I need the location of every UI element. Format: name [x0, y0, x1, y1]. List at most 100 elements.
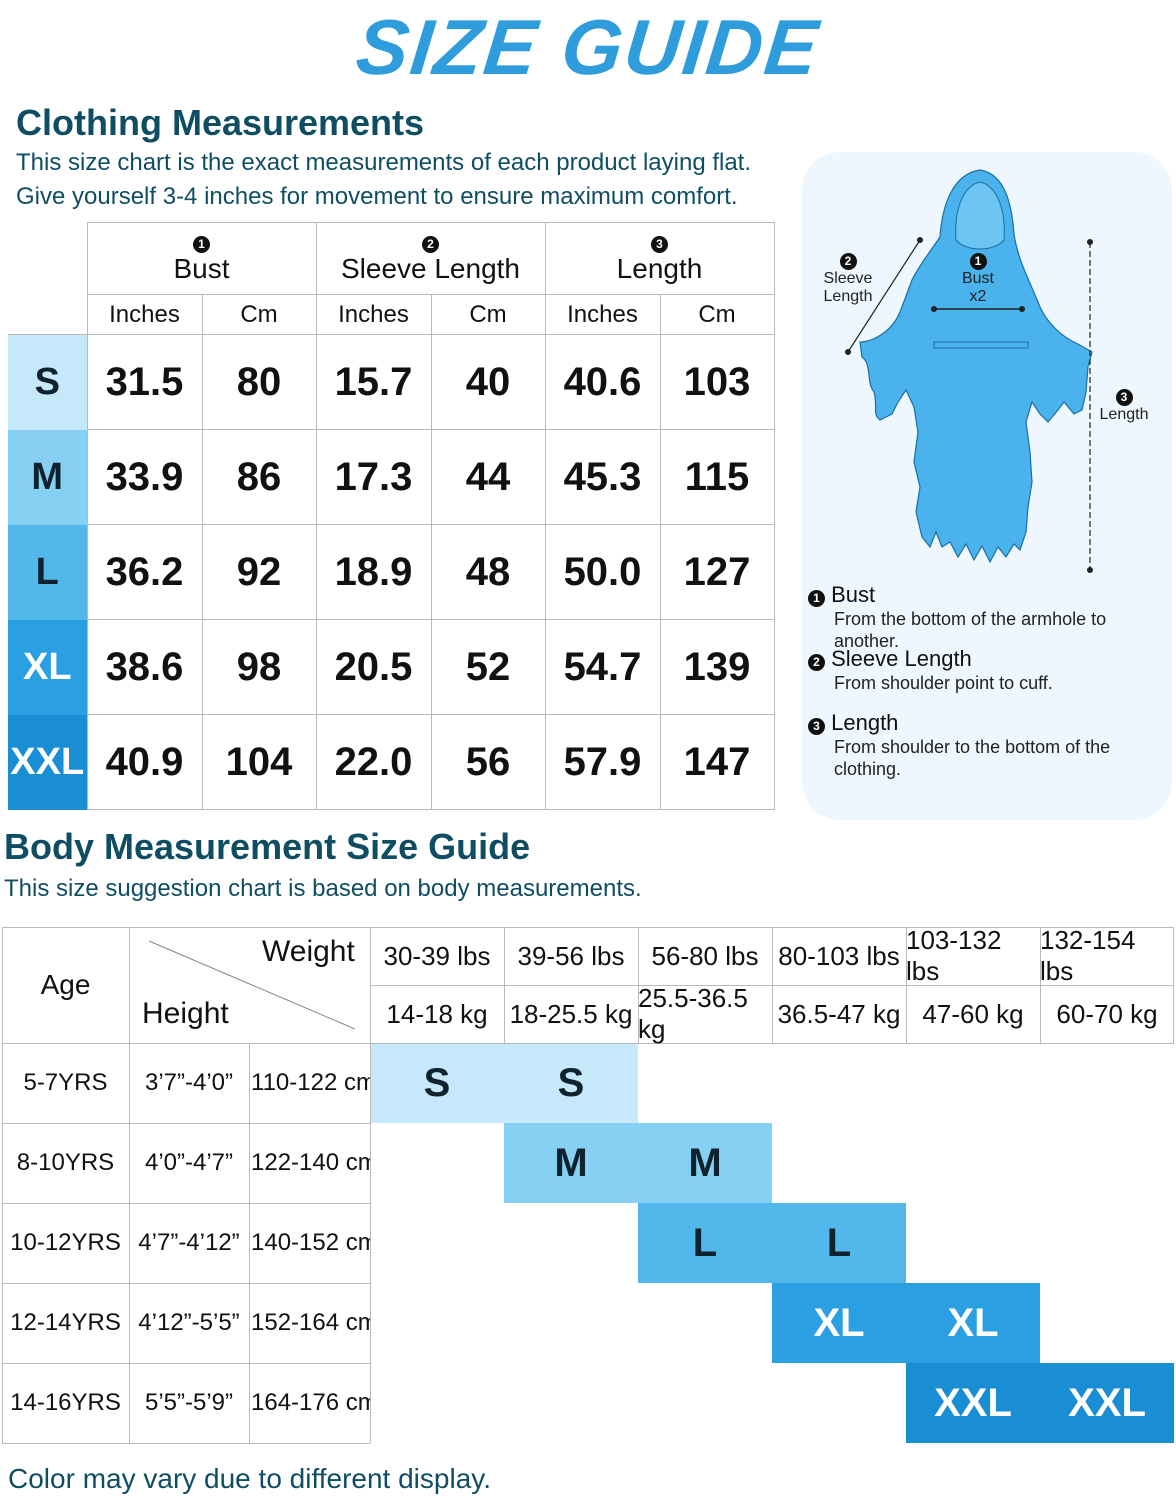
clothing-subtitle-1: This size chart is the exact measurement…	[16, 149, 752, 176]
table-row: L 36.2 92 18.9 48 50.0 127	[8, 524, 775, 620]
sleeve-measure-dot	[917, 237, 923, 243]
table-cell: 40.6	[544, 334, 661, 430]
table-cell: 127	[659, 524, 775, 620]
size-label: S	[423, 1060, 451, 1105]
table-cell: 15.7	[315, 334, 432, 430]
unit-cm: Cm	[430, 294, 546, 335]
clothing-size-table: 1 Bust 2 Sleeve Length 3 Length Inches Cm I…	[8, 222, 775, 810]
header-sleeve-length-label: Sleeve Length	[340, 253, 521, 284]
weight-header: Weight	[262, 935, 355, 968]
size-label: L	[692, 1220, 718, 1265]
table-row: S 31.5 80 15.7 40 40.6 103	[8, 334, 775, 430]
sleeve-length-diagram-label: 2 Sleeve Length	[812, 252, 884, 306]
size-label: XL	[813, 1300, 865, 1345]
table-cell: 98	[201, 619, 317, 715]
table-cell: 115	[659, 429, 775, 525]
weight-lbs-cell: 132-154 lbs	[1040, 925, 1136, 986]
legend-description: From shoulder to the bottom of the cloth…	[834, 737, 1111, 779]
table-cell: 22.0	[315, 714, 432, 810]
number-3-icon: 3	[651, 236, 668, 253]
table-cell: 48	[430, 524, 546, 620]
weight-kg-cell: 60-70 kg	[1056, 998, 1158, 1029]
unit-inches: Inches	[86, 294, 203, 335]
table-row: XL 38.6 98 20.5 52 54.7 139	[8, 619, 775, 715]
unit-inches: Inches	[544, 294, 661, 335]
table-cell: 44	[430, 429, 546, 525]
table-cell: 80	[201, 334, 317, 430]
weight-lbs-cell: 39-56 lbs	[517, 940, 625, 971]
height-ft-cell: 5’5”-5’9”	[144, 1389, 234, 1416]
size-band-xxl: XXL XXL	[906, 1363, 1174, 1443]
age-header: Age	[40, 969, 91, 1000]
height-cm-cell: 122-140 cm	[251, 1149, 370, 1176]
header-diagonal	[148, 940, 356, 1030]
sleeve-length-text: Sleeve Length	[823, 270, 873, 305]
body-heading: Body Measurement Size Guide	[4, 826, 531, 867]
unit-inches: Inches	[315, 294, 432, 335]
robe-illustration	[859, 169, 1093, 564]
number-1-icon: 1	[808, 590, 825, 607]
weight-kg-cell: 25.5-36.5 kg	[638, 983, 748, 1044]
number-3-icon: 3	[1115, 389, 1133, 406]
height-cm-cell: 152-164 cm	[251, 1309, 370, 1336]
weight-kg-cell: 18-25.5 kg	[509, 998, 633, 1029]
header-sleeve-length: 2 Sleeve Length	[315, 222, 546, 295]
bust-measure-dot	[1019, 306, 1025, 312]
size-label: S	[8, 334, 87, 430]
legend-sleeve-length: 2 Sleeve Length From shoulder point to c…	[808, 646, 1172, 694]
robe-diagram	[845, 169, 1093, 573]
age-cell: 8-10YRS	[16, 1149, 115, 1176]
body-subtitle: This size suggestion chart is based on b…	[4, 875, 642, 902]
weight-kg-cell: 36.5-47 kg	[777, 998, 901, 1029]
size-label: XL	[8, 619, 87, 715]
size-label: L	[826, 1220, 852, 1265]
size-label: XXL	[934, 1380, 1012, 1425]
number-3-icon: 3	[808, 718, 825, 735]
height-cm-cell: 140-152 cm	[251, 1229, 370, 1256]
table-cell: 45.3	[544, 429, 661, 525]
table-cell: 104	[201, 714, 317, 810]
table-cell: 17.3	[315, 429, 432, 525]
table-cell: 36.2	[86, 524, 203, 620]
bust-multiplier: x2	[969, 288, 987, 305]
number-1-icon: 1	[193, 236, 210, 253]
table-cell: 103	[659, 334, 775, 430]
footer-note: Color may vary due to different display.	[8, 1463, 491, 1494]
bust-diagram-label: 1 Bust x2	[952, 252, 1004, 306]
table-cell: 56	[430, 714, 546, 810]
legend-description: From shoulder point to cuff.	[834, 673, 1053, 693]
height-ft-cell: 3’7”-4’0”	[144, 1069, 234, 1096]
number-1-icon: 1	[969, 253, 987, 270]
unit-cm: Cm	[659, 294, 775, 335]
size-label: L	[8, 524, 87, 620]
size-label: XL	[947, 1300, 999, 1345]
legend-title: Length	[831, 710, 899, 735]
table-row: M 33.9 86 17.3 44 45.3 115	[8, 429, 775, 525]
header-length-label: Length	[616, 253, 703, 284]
size-label: XXL	[1068, 1380, 1146, 1425]
size-band-xl: XL XL	[772, 1283, 1040, 1363]
sleeve-measure-dot	[845, 349, 851, 355]
weight-lbs-cell: 103-132 lbs	[906, 925, 1002, 986]
legend-title: Bust	[831, 582, 876, 607]
table-cell: 38.6	[86, 619, 203, 715]
weight-kg-cell: 14-18 kg	[386, 998, 488, 1029]
robe-waist	[933, 341, 1029, 349]
legend-title: Sleeve Length	[831, 646, 972, 671]
table-cell: 18.9	[315, 524, 432, 620]
weight-kg-cell: 47-60 kg	[922, 998, 1024, 1029]
bust-measure-dot	[931, 306, 937, 312]
height-header: Height	[142, 997, 229, 1030]
table-cell: 40.9	[86, 714, 203, 810]
hood-opening	[955, 181, 1005, 250]
length-diagram-label: 3 Length	[1090, 388, 1158, 424]
height-ft-cell: 4’0”-4’7”	[144, 1149, 234, 1176]
legend-length: 3 Length From shoulder to the bottom of …	[808, 710, 1172, 780]
size-label: M	[554, 1140, 588, 1185]
header-length: 3 Length	[544, 222, 775, 295]
table-cell: 20.5	[315, 619, 432, 715]
